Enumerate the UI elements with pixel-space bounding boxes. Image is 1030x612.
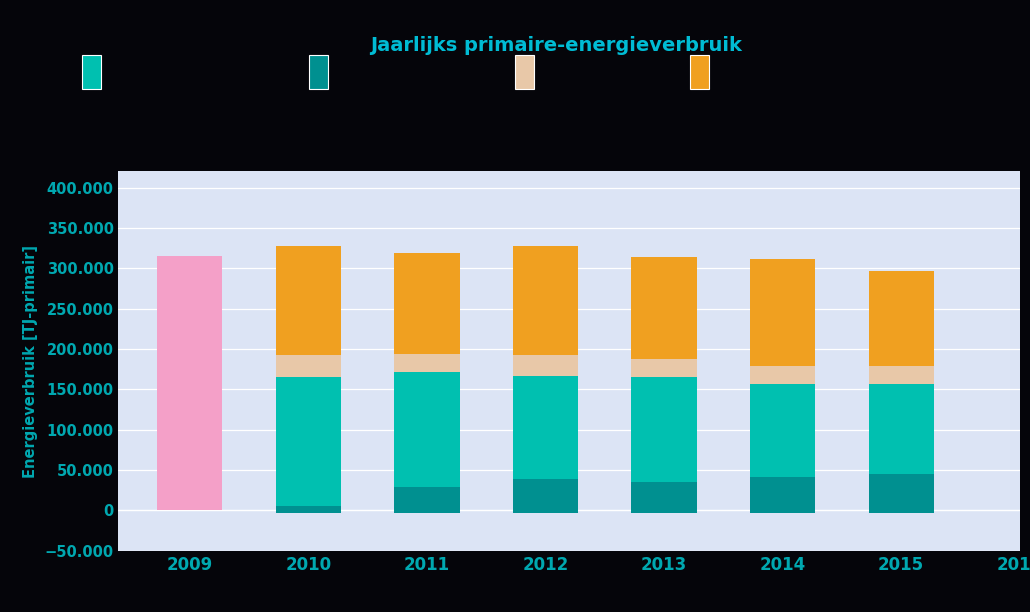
Bar bbox=[394, 253, 459, 354]
Bar bbox=[394, 487, 459, 513]
Bar bbox=[276, 356, 341, 377]
Bar bbox=[750, 258, 815, 366]
Bar bbox=[868, 366, 934, 384]
Bar bbox=[631, 359, 696, 377]
Bar bbox=[513, 479, 578, 513]
Bar bbox=[394, 371, 459, 487]
Bar bbox=[513, 247, 578, 356]
Bar bbox=[750, 366, 815, 384]
Bar bbox=[513, 376, 578, 479]
Bar bbox=[631, 482, 696, 513]
Bar bbox=[868, 384, 934, 474]
Bar bbox=[513, 356, 578, 376]
Bar bbox=[394, 354, 459, 371]
Bar bbox=[631, 257, 696, 359]
Text: Jaarlijks primaire-energieverbruik: Jaarlijks primaire-energieverbruik bbox=[370, 36, 743, 56]
Y-axis label: Energieverbruik [TJ-primair]: Energieverbruik [TJ-primair] bbox=[23, 245, 37, 477]
Bar bbox=[276, 247, 341, 356]
Bar bbox=[750, 384, 815, 477]
Bar bbox=[276, 506, 341, 513]
Bar bbox=[158, 256, 222, 510]
Bar bbox=[750, 477, 815, 513]
Bar bbox=[868, 474, 934, 513]
Bar bbox=[631, 377, 696, 482]
Bar bbox=[868, 271, 934, 366]
Bar bbox=[276, 377, 341, 506]
